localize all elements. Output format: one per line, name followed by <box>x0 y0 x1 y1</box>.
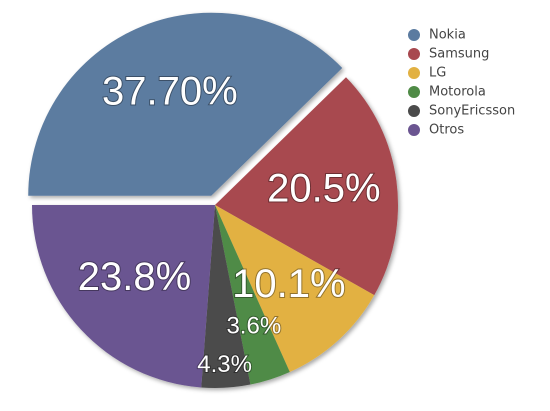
pie-slice <box>215 205 290 385</box>
pie-slice <box>215 205 375 373</box>
pie-slice <box>28 12 343 196</box>
value-label: 3.6% <box>226 312 281 339</box>
legend-swatch <box>408 86 420 98</box>
value-label: 10.1% <box>232 262 345 306</box>
legend-label: Otros <box>429 123 464 138</box>
legend-swatch <box>408 105 420 117</box>
value-label: 20.5% <box>267 166 380 210</box>
legend-swatch <box>408 29 420 41</box>
legend-label: Samsung <box>429 47 489 62</box>
legend: Nokia Samsung LG Motorola SonyEricsson Otros <box>408 28 515 138</box>
legend-label: Nokia <box>429 28 466 43</box>
pie <box>28 12 398 388</box>
legend-swatch <box>408 124 420 136</box>
legend-swatch <box>408 48 420 60</box>
pie-slice <box>215 77 398 296</box>
value-labels: 37.70% 20.5% 10.1% 3.6% 4.3% 23.8% <box>77 69 382 380</box>
legend-label: Motorola <box>429 85 486 100</box>
value-label: 4.3% <box>197 351 252 378</box>
pie-slice <box>31 205 216 388</box>
legend-swatch <box>408 67 420 79</box>
legend-label: LG <box>429 66 446 81</box>
legend-label: SonyEricsson <box>429 104 515 119</box>
pie-slice <box>201 205 251 388</box>
value-label: 23.8% <box>78 255 191 299</box>
value-label: 37.70% <box>102 70 238 114</box>
